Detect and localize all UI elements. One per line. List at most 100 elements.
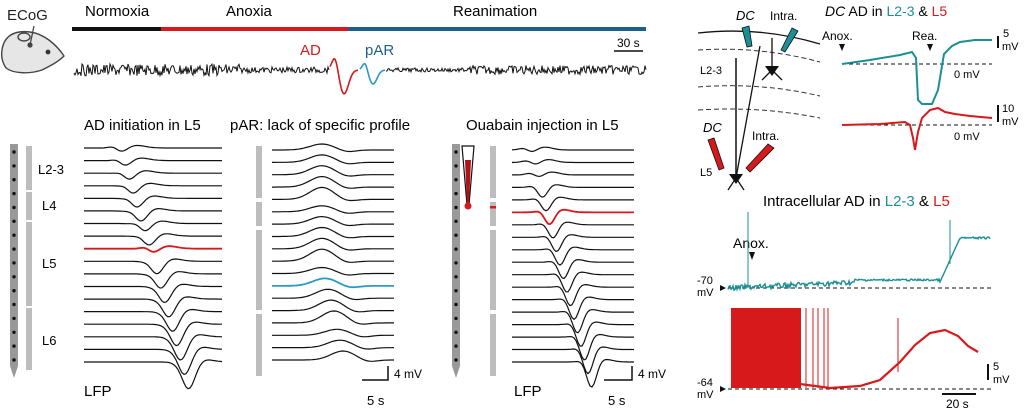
dc-panel-title: DC AD in L2-3 & L5 bbox=[825, 3, 947, 19]
dc-trace-l5 bbox=[841, 106, 993, 151]
lfp-trace bbox=[272, 310, 394, 325]
probe-contact bbox=[454, 150, 458, 154]
lfp-trace bbox=[512, 171, 634, 177]
schematic-intra-top: Intra. bbox=[770, 9, 797, 23]
intra-l5-burst bbox=[731, 308, 801, 388]
intra-v2-marker bbox=[720, 386, 726, 392]
ecog-ad-wave bbox=[329, 57, 359, 95]
probe-contact bbox=[12, 302, 16, 307]
lfp-trace bbox=[272, 299, 394, 313]
probe-contact bbox=[12, 191, 16, 196]
ecog-main-trace bbox=[73, 57, 647, 95]
dc-anox-label: Anox. bbox=[822, 29, 853, 43]
lfp-trace bbox=[272, 266, 394, 276]
dc-trace-l23 bbox=[841, 39, 992, 105]
probe-contact bbox=[454, 344, 458, 348]
probe-contact bbox=[454, 191, 458, 196]
ecog-par-wave bbox=[359, 62, 386, 85]
lfp-traces-ad bbox=[84, 144, 223, 390]
lfp-trace bbox=[512, 296, 634, 321]
probe-contact bbox=[454, 358, 458, 362]
rat-head-icon bbox=[0, 25, 65, 74]
phase-anoxia-bar bbox=[161, 27, 348, 31]
probe-contact bbox=[12, 247, 16, 251]
phase-reanimation-label: Reanimation bbox=[453, 3, 537, 20]
probe-contact bbox=[12, 289, 16, 293]
panel-ad-footer: LFP bbox=[84, 383, 112, 400]
lfp-trace bbox=[512, 246, 634, 266]
lfp-trace bbox=[84, 195, 222, 208]
probe-contact bbox=[454, 247, 458, 251]
probe-contact bbox=[454, 205, 458, 210]
lfp-trace bbox=[512, 208, 634, 226]
lfp-trace bbox=[512, 358, 634, 388]
phase-normoxia-label: Normoxia bbox=[85, 3, 150, 20]
lfp-trace bbox=[84, 308, 222, 332]
probe-contact bbox=[454, 233, 458, 237]
layer-label-l23: L2-3 bbox=[38, 162, 64, 177]
lfp-trace bbox=[512, 346, 634, 375]
dc-scale-top-num: 5 bbox=[1003, 28, 1009, 40]
phase-anoxia-label: Anoxia bbox=[226, 3, 273, 20]
schematic-layer-bottom: L5 bbox=[700, 167, 712, 179]
probe-contact bbox=[454, 302, 458, 307]
lfp-trace bbox=[272, 165, 394, 177]
par-time-scale: 5 s bbox=[367, 393, 385, 408]
lfp-trace bbox=[84, 144, 222, 152]
probe-contact bbox=[454, 275, 458, 279]
lfp-trace bbox=[512, 184, 634, 198]
intra-volt-scale-unit: mV bbox=[993, 374, 1010, 386]
schematic-dc-bottom: DC bbox=[703, 120, 722, 135]
lfp-trace bbox=[84, 157, 222, 166]
lfp-trace bbox=[512, 271, 634, 293]
par-scale-bar bbox=[362, 366, 389, 381]
intra-v1-unit: mV bbox=[697, 287, 714, 299]
intra-l23-membrane bbox=[727, 236, 991, 292]
probe-contact bbox=[454, 316, 458, 321]
lfp-traces-par bbox=[272, 143, 395, 362]
probe-contact bbox=[12, 316, 16, 321]
probe-contact bbox=[12, 164, 16, 168]
lfp-trace bbox=[84, 170, 222, 180]
probe-contact bbox=[12, 358, 16, 362]
intra-l5-membrane bbox=[730, 328, 979, 390]
probe-contact bbox=[454, 330, 458, 334]
probe-contact bbox=[454, 178, 458, 182]
main-time-scale-label: 30 s bbox=[617, 36, 640, 50]
lfp-trace bbox=[512, 234, 634, 253]
lfp-trace bbox=[272, 143, 394, 153]
par-label: pAR bbox=[365, 42, 394, 59]
probe-contact bbox=[12, 150, 16, 154]
lfp-trace bbox=[84, 359, 223, 390]
lfp-trace bbox=[512, 196, 634, 212]
lfp-trace bbox=[512, 333, 634, 361]
layer-label-l5: L5 bbox=[42, 256, 56, 271]
panel-ouabain-footer: LFP bbox=[514, 383, 542, 400]
probe-contact bbox=[12, 205, 16, 210]
intra-panel-title: Intracellular AD in L2-3 & L5 bbox=[763, 193, 950, 210]
lfp-trace bbox=[272, 154, 394, 165]
dc-scale-top-unit: mV bbox=[1002, 41, 1019, 53]
lfp-trace bbox=[512, 258, 634, 280]
intra-time-scale-label: 20 s bbox=[946, 397, 969, 411]
probe-ad bbox=[10, 144, 18, 378]
layer-bars-par bbox=[256, 146, 262, 376]
dc-scale-bottom-unit: mV bbox=[1002, 116, 1019, 128]
dc-rea-label: Rea. bbox=[912, 29, 937, 43]
probe-contact bbox=[454, 289, 458, 293]
lfp-trace bbox=[84, 283, 222, 304]
panel-ouabain-title: Ouabain injection in L5 bbox=[466, 117, 619, 134]
lfp-trace bbox=[272, 328, 394, 338]
lfp-trace bbox=[84, 346, 223, 375]
ecog-label: ECoG bbox=[7, 7, 48, 24]
lfp-trace bbox=[272, 186, 394, 202]
lfp-trace bbox=[84, 271, 222, 289]
lfp-trace bbox=[84, 258, 222, 275]
lfp-trace bbox=[512, 221, 634, 239]
lfp-trace bbox=[272, 339, 395, 350]
dc-anox-arrow bbox=[839, 44, 845, 51]
lfp-trace bbox=[84, 245, 222, 253]
probe-contact bbox=[12, 261, 16, 265]
lfp-traces-ouabain bbox=[511, 146, 634, 388]
